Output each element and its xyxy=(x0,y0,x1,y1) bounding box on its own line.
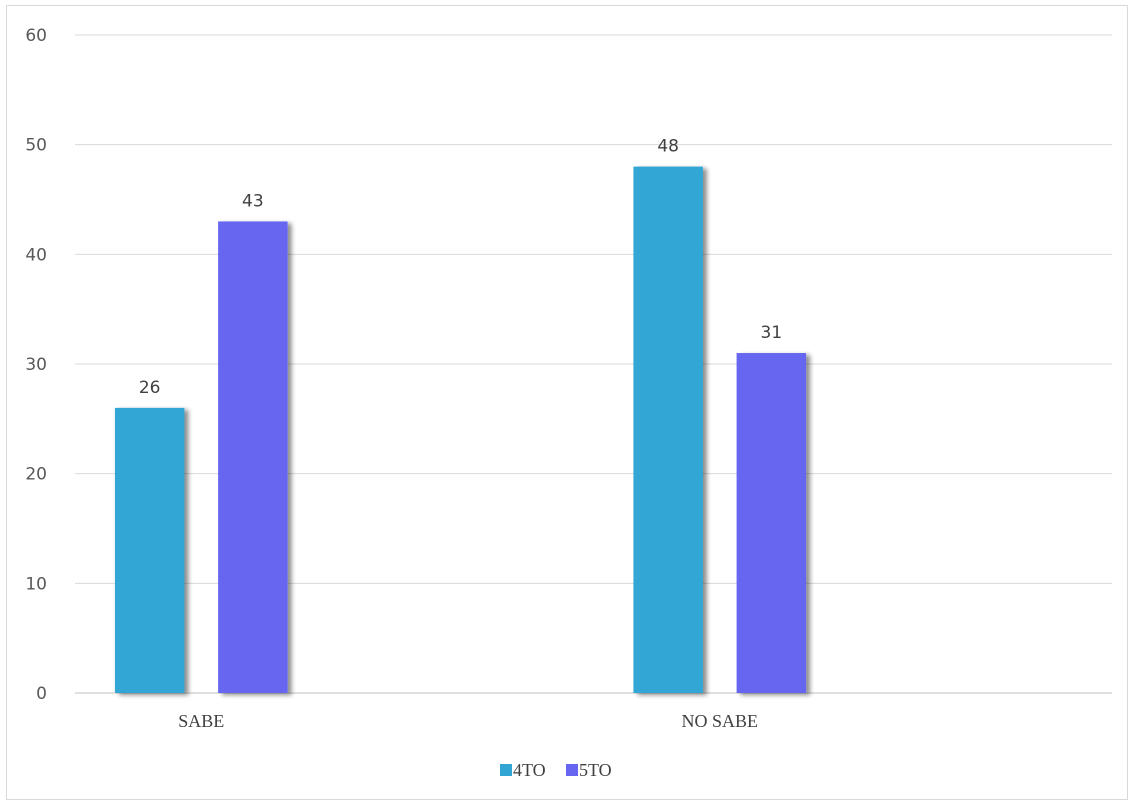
data-labels: 26 43 48 31 xyxy=(139,137,782,398)
legend: 4TO 5TO xyxy=(500,760,612,780)
data-label: 31 xyxy=(761,323,783,343)
chart-frame xyxy=(6,5,1128,800)
y-tick-label: 50 xyxy=(25,136,47,156)
data-label: 26 xyxy=(139,378,161,398)
bar-4to-sabe xyxy=(114,407,185,693)
data-label: 43 xyxy=(242,191,264,211)
legend-swatch xyxy=(500,764,512,776)
legend-item: 5TO xyxy=(566,760,612,780)
legend-swatch xyxy=(566,764,578,776)
category-label: SABE xyxy=(178,711,224,731)
y-axis-tick-labels: 0 10 20 30 40 50 60 xyxy=(25,26,47,704)
y-tick-label: 20 xyxy=(25,465,47,485)
category-label: NO SABE xyxy=(681,711,758,731)
bar-4to-no-sabe xyxy=(633,166,703,694)
y-tick-label: 0 xyxy=(36,684,47,704)
x-axis-category-labels: SABE NO SABE xyxy=(178,711,758,731)
bar-5to-sabe xyxy=(218,221,288,693)
y-tick-label: 30 xyxy=(25,355,47,375)
legend-label: 4TO xyxy=(513,760,546,780)
y-tick-label: 60 xyxy=(25,26,47,46)
y-tick-label: 40 xyxy=(25,245,47,265)
legend-label: 5TO xyxy=(579,760,612,780)
y-tick-label: 10 xyxy=(25,574,47,594)
bar-5to-no-sabe xyxy=(736,353,807,693)
legend-item: 4TO xyxy=(500,760,546,780)
bars xyxy=(114,166,807,694)
data-label: 48 xyxy=(657,137,679,157)
